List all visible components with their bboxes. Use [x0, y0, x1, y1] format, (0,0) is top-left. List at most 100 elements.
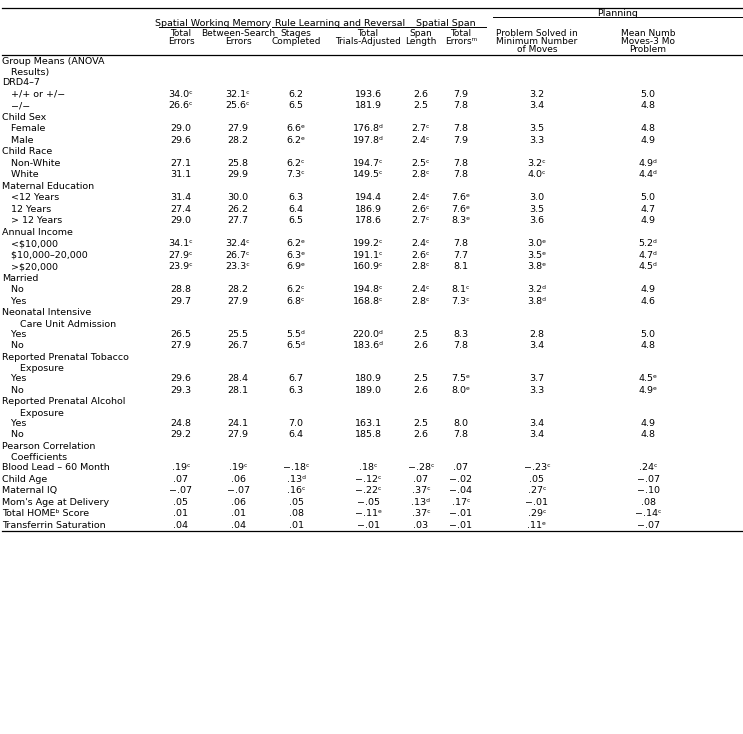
Text: 24.8: 24.8: [170, 418, 192, 428]
Text: 7.9: 7.9: [453, 90, 469, 98]
Text: No: No: [2, 285, 24, 294]
Text: Problem: Problem: [629, 46, 666, 54]
Text: No: No: [2, 341, 24, 350]
Text: 6.2ᵉ: 6.2ᵉ: [287, 136, 305, 145]
Text: 2.5: 2.5: [414, 418, 429, 428]
Text: −.18ᶜ: −.18ᶜ: [282, 463, 309, 472]
Text: 27.9: 27.9: [227, 297, 248, 305]
Text: >$20,000: >$20,000: [2, 262, 58, 271]
Text: −.07: −.07: [169, 486, 192, 495]
Text: 168.8ᶜ: 168.8ᶜ: [353, 297, 383, 305]
Text: 34.0ᶜ: 34.0ᶜ: [169, 90, 193, 98]
Text: 3.4: 3.4: [530, 430, 545, 439]
Text: .29ᶜ: .29ᶜ: [528, 509, 546, 518]
Text: 220.0ᵈ: 220.0ᵈ: [353, 330, 383, 338]
Text: Problem Solved in: Problem Solved in: [496, 29, 578, 38]
Text: Yes: Yes: [2, 330, 26, 338]
Text: .01: .01: [174, 509, 189, 518]
Text: Pearson Correlation: Pearson Correlation: [2, 442, 95, 451]
Text: Total: Total: [170, 29, 192, 38]
Text: 6.8ᶜ: 6.8ᶜ: [287, 297, 305, 305]
Text: −.28ᶜ: −.28ᶜ: [408, 463, 435, 472]
Text: 26.6ᶜ: 26.6ᶜ: [169, 101, 193, 110]
Text: 4.5ᵉ: 4.5ᵉ: [638, 374, 658, 383]
Text: −.14ᶜ: −.14ᶜ: [635, 509, 661, 518]
Text: 7.8: 7.8: [453, 124, 469, 133]
Text: .17ᶜ: .17ᶜ: [452, 498, 470, 506]
Text: 7.9: 7.9: [453, 136, 469, 145]
Text: 3.0: 3.0: [530, 193, 545, 202]
Text: Reported Prenatal Alcohol: Reported Prenatal Alcohol: [2, 397, 126, 406]
Text: 6.5: 6.5: [288, 216, 303, 225]
Text: 28.2: 28.2: [227, 285, 248, 294]
Text: $10,000–20,000: $10,000–20,000: [2, 250, 88, 260]
Text: −.04: −.04: [450, 486, 473, 495]
Text: 2.6ᶜ: 2.6ᶜ: [412, 250, 430, 260]
Text: 8.0ᵉ: 8.0ᵉ: [452, 385, 470, 395]
Text: 4.9: 4.9: [640, 418, 655, 428]
Text: Married: Married: [2, 274, 39, 283]
Text: Child Sex: Child Sex: [2, 112, 46, 122]
Text: 2.8ᶜ: 2.8ᶜ: [412, 262, 430, 271]
Text: .07: .07: [414, 475, 429, 484]
Text: −.01: −.01: [357, 520, 380, 530]
Text: Male: Male: [2, 136, 33, 145]
Text: 189.0: 189.0: [354, 385, 381, 395]
Text: Length: Length: [406, 37, 437, 46]
Text: −.01: −.01: [450, 520, 473, 530]
Text: Completed: Completed: [271, 37, 321, 46]
Text: 4.9: 4.9: [640, 216, 655, 225]
Text: 3.8ᵈ: 3.8ᵈ: [528, 297, 547, 305]
Text: 3.0ᵉ: 3.0ᵉ: [528, 239, 547, 248]
Text: <12 Years: <12 Years: [2, 193, 59, 202]
Text: 3.5: 3.5: [530, 124, 545, 133]
Text: 7.0: 7.0: [288, 418, 303, 428]
Text: Planning: Planning: [597, 9, 638, 18]
Text: Group Means (ANOVA: Group Means (ANOVA: [2, 57, 105, 65]
Text: Yes: Yes: [2, 374, 26, 383]
Text: 178.6: 178.6: [354, 216, 381, 225]
Text: DRD4–7: DRD4–7: [2, 78, 40, 87]
Text: Moves-3 Mo: Moves-3 Mo: [621, 37, 675, 46]
Text: 191.1ᶜ: 191.1ᶜ: [353, 250, 383, 260]
Text: −.23ᶜ: −.23ᶜ: [524, 463, 551, 472]
Text: 4.8: 4.8: [640, 124, 655, 133]
Text: 180.9: 180.9: [354, 374, 381, 383]
Text: .05: .05: [530, 475, 545, 484]
Text: 25.5: 25.5: [227, 330, 248, 338]
Text: 2.6: 2.6: [414, 385, 429, 395]
Text: .05: .05: [288, 498, 303, 506]
Text: 6.5ᵈ: 6.5ᵈ: [287, 341, 305, 350]
Text: Errors: Errors: [224, 37, 251, 46]
Text: 3.3: 3.3: [529, 385, 545, 395]
Text: 194.8ᶜ: 194.8ᶜ: [353, 285, 383, 294]
Text: 4.4ᵈ: 4.4ᵈ: [638, 170, 658, 179]
Text: −.10: −.10: [637, 486, 660, 495]
Text: −.11ᵉ: −.11ᵉ: [354, 509, 381, 518]
Text: 32.4ᶜ: 32.4ᶜ: [226, 239, 250, 248]
Text: Total HOMEᵇ Score: Total HOMEᵇ Score: [2, 509, 89, 518]
Text: 2.7ᶜ: 2.7ᶜ: [412, 124, 430, 133]
Text: Non-White: Non-White: [2, 159, 60, 167]
Text: 2.5ᶜ: 2.5ᶜ: [412, 159, 430, 167]
Text: 2.4ᶜ: 2.4ᶜ: [412, 193, 430, 202]
Text: 199.2ᶜ: 199.2ᶜ: [353, 239, 383, 248]
Text: .11ᵉ: .11ᵉ: [528, 520, 547, 530]
Text: 4.7: 4.7: [640, 205, 655, 214]
Text: 26.7ᶜ: 26.7ᶜ: [226, 250, 250, 260]
Text: −.12ᶜ: −.12ᶜ: [354, 475, 381, 484]
Text: 4.0ᶜ: 4.0ᶜ: [528, 170, 546, 179]
Text: 29.7: 29.7: [170, 297, 192, 305]
Text: No: No: [2, 430, 24, 439]
Text: 7.8: 7.8: [453, 170, 469, 179]
Text: Reported Prenatal Tobacco: Reported Prenatal Tobacco: [2, 352, 129, 362]
Text: Care Unit Admission: Care Unit Admission: [2, 319, 116, 329]
Text: 194.7ᶜ: 194.7ᶜ: [353, 159, 383, 167]
Text: 2.6: 2.6: [414, 430, 429, 439]
Text: .07: .07: [453, 463, 469, 472]
Text: 4.8: 4.8: [640, 341, 655, 350]
Text: −.07: −.07: [637, 520, 660, 530]
Text: 5.0: 5.0: [640, 90, 655, 98]
Text: .06: .06: [230, 475, 245, 484]
Text: 6.2ᶜ: 6.2ᶜ: [287, 159, 305, 167]
